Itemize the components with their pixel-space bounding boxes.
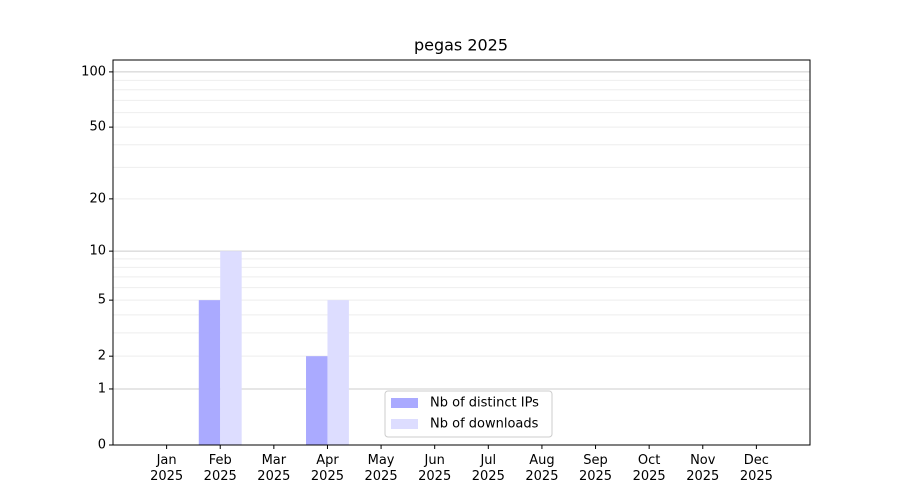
x-tick-label: Jan 2025	[150, 453, 184, 484]
plot-frame	[112, 59, 811, 446]
x-tick-label: Oct 2025	[632, 453, 666, 484]
y-tick-label: 20	[89, 191, 106, 206]
x-tick-label: Jul 2025	[471, 453, 505, 484]
legend-label: Nb of downloads	[430, 417, 539, 432]
x-tick-label: Aug 2025	[525, 453, 559, 484]
bar	[220, 251, 242, 445]
y-tick-label: 10	[89, 244, 106, 259]
chart-title: pegas 2025	[414, 36, 508, 55]
y-tick-label: 2	[98, 349, 106, 364]
x-tick-label: Nov 2025	[686, 453, 720, 484]
x-tick-label: Mar 2025	[257, 453, 291, 484]
y-tick-label: 1	[98, 381, 106, 396]
legend-swatch	[391, 419, 418, 429]
x-tick-label: Feb 2025	[203, 453, 237, 484]
y-tick-label: 100	[81, 64, 106, 79]
x-tick-label: May 2025	[364, 453, 398, 484]
legend-swatch	[391, 398, 418, 408]
x-tick-label: Jun 2025	[418, 453, 452, 484]
bar	[198, 300, 221, 445]
x-tick-label: Apr 2025	[310, 453, 344, 484]
y-tick-label: 5	[98, 293, 106, 308]
legend: Nb of distinct IPs Nb of downloads	[384, 390, 553, 438]
bar	[306, 356, 328, 445]
y-tick-label: 50	[89, 120, 106, 135]
legend-label: Nb of distinct IPs	[430, 396, 539, 411]
x-tick-label: Dec 2025	[739, 453, 773, 484]
bar	[327, 300, 349, 445]
legend-box	[384, 390, 553, 438]
x-tick-label: Sep 2025	[578, 453, 613, 484]
y-tick-label: 0	[98, 438, 106, 453]
